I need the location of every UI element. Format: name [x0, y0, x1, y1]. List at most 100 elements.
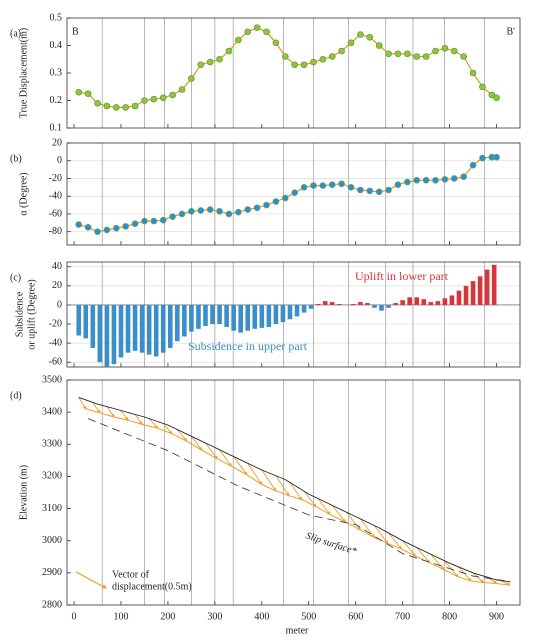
bar	[146, 304, 152, 355]
data-point	[310, 58, 317, 66]
displacement-vector	[416, 547, 430, 564]
bar	[175, 304, 180, 342]
data-point	[197, 61, 205, 69]
bar	[386, 304, 391, 308]
data-point	[450, 47, 458, 55]
bar	[329, 302, 335, 305]
y-tick-label: 2900	[42, 567, 62, 578]
data-point	[225, 47, 233, 55]
bar	[217, 304, 222, 325]
bar	[203, 304, 208, 326]
data-point	[479, 154, 486, 162]
x-tick-label: 600	[348, 611, 363, 622]
x-tick-label: 800	[442, 611, 457, 622]
bar	[280, 304, 286, 323]
displacement-vector	[233, 456, 248, 476]
bar	[442, 298, 448, 305]
x-tick-label: 100	[113, 611, 128, 622]
y-tick-label: 0.2	[50, 95, 63, 106]
y-tick-label: 3000	[42, 535, 62, 546]
data-point	[178, 210, 186, 218]
data-point	[366, 187, 374, 195]
data-point	[131, 220, 139, 228]
data-point	[141, 97, 148, 104]
bar	[252, 304, 258, 329]
bar	[414, 297, 420, 305]
y-tick-label: 20	[52, 137, 62, 148]
y-tick-label: 0.5	[50, 12, 63, 23]
x-tick-label: 300	[207, 611, 222, 622]
y-tick-label: -40	[49, 337, 62, 348]
data-point	[394, 181, 402, 188]
bar	[358, 302, 363, 305]
data-point	[328, 181, 336, 188]
data-point	[84, 90, 92, 97]
bar	[118, 304, 124, 358]
bar	[210, 304, 215, 325]
bar	[153, 304, 159, 357]
bar	[160, 304, 166, 353]
y-tick-label: 20	[52, 280, 62, 291]
data-point	[272, 39, 280, 47]
y-tick-label: -20	[49, 173, 62, 184]
data-point	[347, 39, 355, 47]
ground-surface	[78, 396, 511, 583]
panel-frame	[66, 379, 521, 606]
bar	[167, 304, 173, 348]
bar	[463, 285, 469, 305]
displacement-vector	[388, 532, 402, 550]
y-axis-label: Elevation (m)	[18, 465, 29, 520]
bar	[111, 304, 117, 365]
data-point	[413, 176, 421, 184]
data-point	[244, 28, 252, 36]
panel-frame	[66, 17, 521, 129]
data-point	[404, 50, 411, 58]
data-point	[253, 204, 261, 212]
displacement-vector	[247, 463, 263, 486]
displacement-vector	[331, 505, 346, 523]
annotation: B'	[507, 26, 516, 37]
data-point	[216, 207, 223, 215]
data-point	[460, 173, 467, 181]
y-tick-label: -60	[49, 357, 62, 368]
bar	[238, 304, 243, 333]
bar	[104, 304, 110, 367]
data-point	[141, 217, 148, 225]
displacement-vector	[317, 498, 331, 516]
data-point	[169, 91, 176, 99]
bar	[456, 290, 462, 305]
data-point	[357, 31, 364, 38]
bar	[259, 304, 265, 328]
bar	[90, 304, 96, 348]
displacement-vector	[78, 397, 87, 410]
data-point	[291, 189, 298, 196]
data-point	[235, 208, 242, 216]
data-point	[272, 198, 280, 205]
data-point	[375, 42, 383, 49]
bar	[189, 304, 194, 332]
data-point	[159, 216, 167, 224]
panel-label: (a)	[10, 28, 21, 39]
data-point	[319, 182, 327, 189]
data-point	[394, 50, 402, 58]
y-tick-label: 3100	[42, 503, 62, 514]
displacement-vector	[176, 429, 188, 442]
displacement-vector	[458, 566, 472, 582]
data-point	[206, 206, 214, 213]
legend-label: displacement(0.5m)	[112, 581, 192, 592]
data-point	[432, 176, 439, 184]
data-point	[432, 47, 439, 55]
bar	[372, 304, 377, 308]
bar	[421, 299, 427, 305]
data-point	[300, 184, 308, 191]
displacement-vector	[345, 511, 361, 531]
bar	[449, 295, 455, 305]
bar	[322, 301, 328, 305]
bar	[336, 304, 342, 305]
bar	[491, 264, 497, 305]
data-point	[422, 176, 430, 184]
x-axis-label: meter	[286, 625, 309, 636]
data-point	[404, 178, 411, 186]
data-point	[469, 69, 477, 77]
bar	[470, 281, 476, 305]
